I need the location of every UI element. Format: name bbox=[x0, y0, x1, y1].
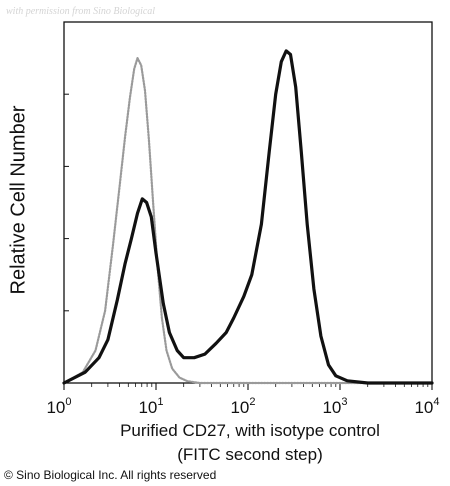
y-axis-label: Relative Cell Number bbox=[7, 105, 30, 295]
x-axis-label-line-2: (FITC second step) bbox=[177, 445, 323, 464]
x-tick-label-0: 100 bbox=[46, 396, 71, 417]
x-tick-label-1: 101 bbox=[138, 396, 163, 417]
x-axis-ticks: 100 101 102 103 104 bbox=[46, 383, 440, 417]
x-axis-label-line-1: Purified CD27, with isotype control bbox=[120, 421, 380, 440]
x-tick-label-3: 103 bbox=[322, 396, 347, 417]
copyright-notice: © Sino Biological Inc. All rights reserv… bbox=[4, 468, 217, 482]
y-axis-ticks bbox=[64, 21, 69, 384]
x-tick-label-2: 102 bbox=[230, 396, 255, 417]
histogram-series bbox=[62, 49, 434, 385]
x-tick-label-4: 104 bbox=[414, 396, 439, 417]
watermark-text: with permission from Sino Biological bbox=[6, 6, 156, 17]
isotype-control-curve bbox=[62, 56, 434, 385]
cd27-histogram-curve bbox=[62, 49, 434, 385]
plot-frame bbox=[63, 21, 433, 384]
